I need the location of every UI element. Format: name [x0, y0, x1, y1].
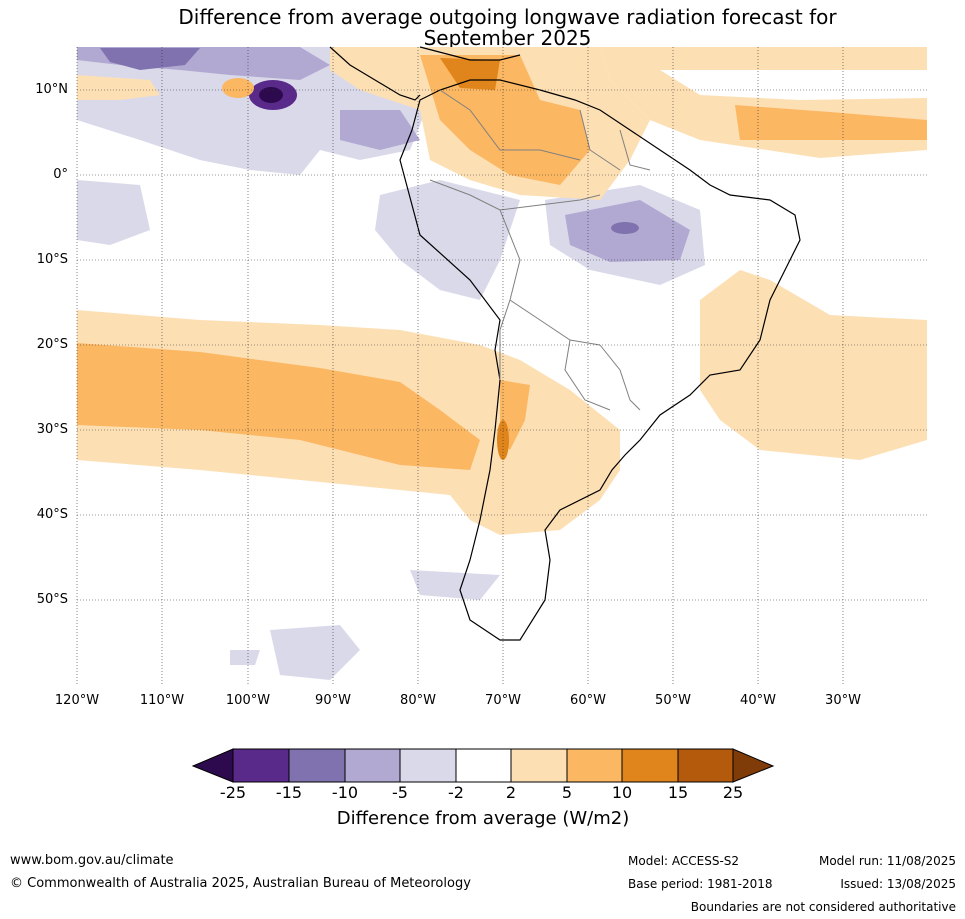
lon-label: 50°W [655, 693, 691, 708]
graticule [76, 47, 927, 685]
colorbar-bin [677, 748, 734, 783]
anomaly-region-white-atlantic [660, 70, 927, 100]
anomaly-region-neg-pacific [77, 47, 430, 175]
lat-label: 10°S [36, 252, 68, 267]
colorbar-tick: 15 [667, 783, 689, 802]
anomaly-region-pos-south-atlantic [700, 270, 927, 460]
colorbar-bin [288, 748, 346, 783]
footer-copyright: © Commonwealth of Australia 2025, Austra… [10, 876, 471, 891]
lon-label: 60°W [570, 693, 606, 708]
colorbar-bin [399, 748, 457, 783]
lon-label: 30°W [825, 693, 861, 708]
colorbar [191, 748, 775, 783]
lon-label: 100°W [225, 693, 271, 708]
lat-label: 0° [53, 167, 68, 182]
colorbar-tick: 25 [722, 783, 744, 802]
footer-disclaimer: Boundaries are not considered authoritat… [690, 900, 956, 914]
lat-label: 50°S [36, 592, 68, 607]
anomaly-region-neg-south-1 [270, 625, 360, 680]
footer-model: Model: ACCESS-S2 [628, 854, 740, 868]
anomaly-region-neg-south-2 [410, 570, 500, 600]
anomaly-region-pos-pacific-northwest [77, 75, 160, 100]
lat-label: 20°S [36, 337, 68, 352]
colorbar-bin [344, 748, 401, 783]
colorbar-tick: 2 [505, 783, 517, 802]
colorbar-tick: -25 [219, 783, 247, 802]
map-title: Difference from average outgoing longwav… [178, 5, 837, 29]
footer-issued: Issued: 13/08/2025 [840, 877, 956, 891]
anomaly-region-neg-pacific-west [77, 180, 150, 245]
colorbar-bin [566, 748, 623, 783]
anomaly-region-neg-ecuador-peru [375, 180, 520, 300]
coastline-south-america [399, 79, 801, 641]
colorbar-bin [232, 748, 290, 783]
colorbar-tick: -15 [275, 783, 303, 802]
anomaly-region-pos-pacific-small [222, 78, 254, 98]
anomaly-region-neg-brazil-core [611, 222, 639, 234]
anomaly-region-neg-south-3 [230, 650, 260, 665]
footer-base-period: Base period: 1981-2018 [628, 877, 773, 891]
colorbar-bin [510, 748, 568, 783]
colorbar-bin [455, 748, 512, 783]
lon-label: 40°W [740, 693, 776, 708]
footer-url[interactable]: www.bom.gov.au/climate [10, 853, 174, 868]
colorbar-tick: -10 [331, 783, 359, 802]
colorbar-tick: -2 [448, 783, 464, 802]
colorbar-tick: 5 [561, 783, 573, 802]
colorbar-extend-high [732, 748, 775, 783]
coastline-central-america [329, 46, 421, 101]
lon-label: 110°W [139, 693, 185, 708]
lon-label: 70°W [485, 693, 521, 708]
lon-label: 90°W [315, 693, 351, 708]
lon-label: 120°W [54, 693, 100, 708]
map-title-date: September 2025 [423, 26, 592, 50]
anomaly-shading [77, 47, 927, 685]
lat-label: 30°S [36, 422, 68, 437]
coastline-caribbean [419, 46, 521, 61]
lat-label: 40°S [36, 507, 68, 522]
colorbar-label: Difference from average (W/m2) [336, 808, 630, 829]
anomaly-region-neg-pacific-core [100, 48, 200, 70]
anomaly-region-neg-center-core [259, 87, 283, 103]
lat-label: 10°N [35, 82, 68, 97]
anomaly-region-pos-south-pacific-core [77, 343, 480, 470]
anomaly-region-neg-panama [340, 110, 420, 150]
colorbar-tick: -5 [392, 783, 408, 802]
colorbar-bin [621, 748, 679, 783]
colorbar-extend-low [191, 748, 234, 783]
footer-model-run: Model run: 11/08/2025 [818, 854, 956, 868]
anomaly-region-pos-colombia-core [440, 58, 500, 90]
lon-label: 80°W [400, 693, 436, 708]
colorbar-tick: 10 [611, 783, 633, 802]
anomaly-region-pos-atlantic-core [735, 105, 927, 140]
country-borders [429, 89, 651, 411]
